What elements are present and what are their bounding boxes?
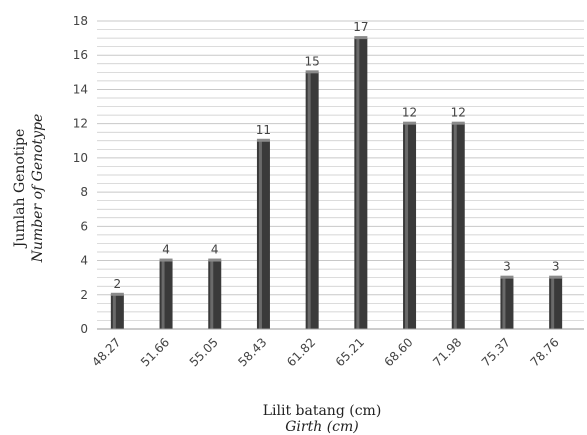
- bar-body: [110, 294, 124, 329]
- bar-cap: [256, 138, 270, 142]
- y-tick-label: 12: [73, 117, 88, 131]
- y-axis-title: Jumlah Genotipe: [12, 129, 28, 249]
- bars: [110, 36, 563, 330]
- bar-highlight: [112, 294, 116, 329]
- bar: [451, 121, 465, 330]
- x-tick-label: 68.60: [381, 335, 415, 369]
- bar-highlight: [356, 38, 360, 329]
- bar-cap: [549, 275, 563, 279]
- bar-highlight: [405, 123, 409, 330]
- x-axis-title: Lilit batang (cm): [263, 403, 382, 419]
- y-tick-label: 6: [80, 219, 88, 233]
- x-tick-label: 55.05: [187, 335, 221, 369]
- bar-highlight: [502, 277, 506, 329]
- bar-cap: [305, 70, 319, 74]
- x-tick-label: 51.66: [138, 335, 172, 369]
- bar: [549, 275, 563, 329]
- y-tick-label: 8: [80, 185, 88, 199]
- bar-highlight: [307, 72, 311, 329]
- data-label: 12: [402, 106, 417, 120]
- bar-cap: [159, 258, 173, 262]
- y-tick-label: 10: [73, 151, 88, 165]
- bar-cap: [451, 121, 465, 125]
- data-label: 3: [552, 260, 560, 274]
- bar-highlight: [210, 260, 214, 329]
- bar: [403, 121, 417, 330]
- bar-body: [256, 140, 270, 329]
- bar: [305, 70, 319, 329]
- x-tick-label: 58.43: [235, 335, 269, 369]
- bar-highlight: [453, 123, 457, 330]
- bar: [110, 292, 124, 329]
- x-tick-labels: 48.27 51.66 55.05 58.43 61.82 65.21 68.60 71.98…: [89, 335, 561, 369]
- x-tick-label: 61.82: [284, 335, 318, 369]
- data-label: 4: [162, 243, 170, 257]
- y-tick-label: 14: [73, 82, 88, 96]
- bar: [500, 275, 514, 329]
- x-tick-label: 65.21: [333, 335, 367, 369]
- bar-body: [208, 260, 222, 329]
- data-label: 2: [114, 277, 122, 291]
- bar: [159, 258, 173, 329]
- bar-highlight: [551, 277, 555, 329]
- data-label: 15: [305, 54, 320, 68]
- data-label: 3: [503, 260, 511, 274]
- bar-cap: [208, 258, 222, 262]
- x-tick-label: 78.76: [528, 335, 562, 369]
- y-tick-label: 18: [73, 14, 88, 28]
- y-tick-label: 0: [80, 322, 88, 336]
- bar: [354, 36, 368, 329]
- data-label: 11: [256, 123, 271, 137]
- bar: [256, 138, 270, 329]
- y-axis-subtitle: Number of Genotype: [30, 114, 46, 264]
- bar-body: [354, 38, 368, 329]
- bar: [208, 258, 222, 329]
- data-labels: 2 4 4 11 15 17 12 12 3 3: [114, 20, 560, 291]
- x-tick-label: 71.98: [430, 335, 464, 369]
- x-axis-subtitle: Girth (cm): [285, 419, 359, 435]
- x-tick-label: 48.27: [89, 335, 123, 369]
- bar-body: [549, 277, 563, 329]
- gridlines: [97, 20, 584, 330]
- bar-highlight: [258, 140, 262, 329]
- bar-cap: [110, 292, 124, 296]
- data-label: 12: [451, 106, 466, 120]
- bar-cap: [354, 36, 368, 40]
- bar-cap: [403, 121, 417, 125]
- data-label: 4: [211, 243, 219, 257]
- bar-body: [451, 123, 465, 330]
- bar-cap: [500, 275, 514, 279]
- bar-body: [159, 260, 173, 329]
- y-tick-labels: 0 2 4 6 8 10 12 14 16 18: [73, 14, 88, 336]
- bar-body: [500, 277, 514, 329]
- bar-body: [305, 72, 319, 329]
- data-label: 17: [353, 20, 368, 34]
- y-tick-label: 16: [73, 48, 88, 62]
- bar-highlight: [161, 260, 165, 329]
- y-tick-label: 2: [80, 288, 88, 302]
- bar-body: [403, 123, 417, 330]
- y-tick-label: 4: [80, 254, 88, 268]
- x-tick-label: 75.37: [479, 335, 513, 369]
